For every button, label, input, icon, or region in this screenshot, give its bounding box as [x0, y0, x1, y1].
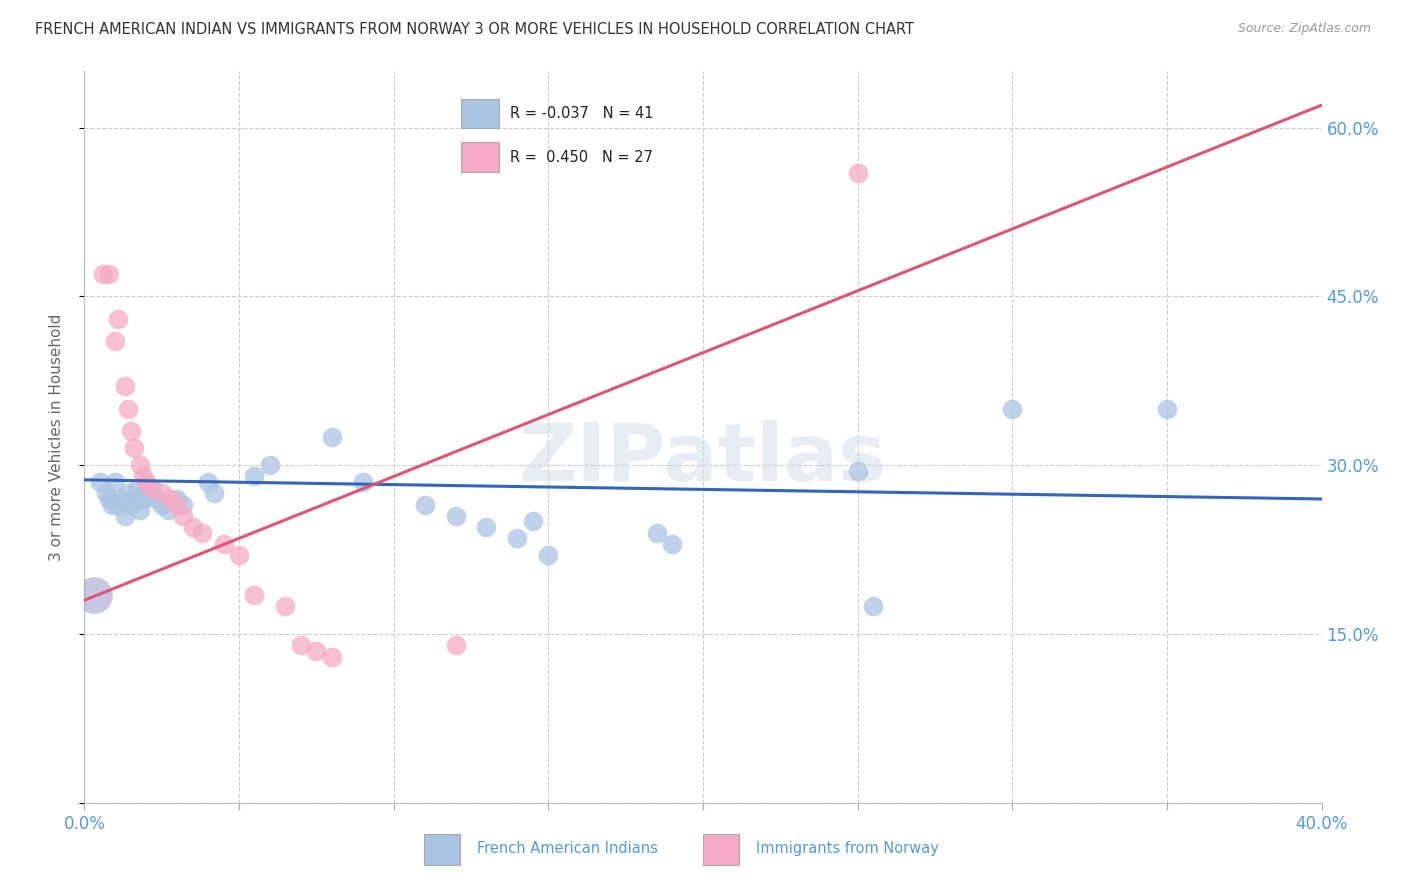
- Point: [135, 475, 157, 489]
- Point: [122, 442, 145, 456]
- Point: [202, 486, 225, 500]
- Point: [129, 503, 152, 517]
- Point: [522, 515, 544, 529]
- Point: [243, 588, 266, 602]
- Point: [259, 458, 281, 473]
- Point: [89, 475, 111, 489]
- Point: [101, 498, 124, 512]
- Point: [150, 486, 173, 500]
- Point: [506, 532, 529, 546]
- Point: [537, 548, 560, 562]
- Point: [321, 649, 343, 664]
- Point: [290, 638, 312, 652]
- Point: [135, 481, 157, 495]
- Point: [107, 312, 129, 326]
- Point: [352, 475, 374, 489]
- Point: [475, 520, 498, 534]
- Point: [94, 486, 117, 500]
- Point: [117, 401, 139, 416]
- Text: Source: ZipAtlas.com: Source: ZipAtlas.com: [1237, 22, 1371, 36]
- Point: [846, 464, 869, 478]
- Point: [120, 425, 142, 439]
- Point: [166, 498, 188, 512]
- Point: [413, 498, 436, 512]
- Point: [114, 508, 136, 523]
- Point: [444, 508, 467, 523]
- Y-axis label: 3 or more Vehicles in Household: 3 or more Vehicles in Household: [49, 313, 63, 561]
- Point: [110, 491, 132, 506]
- Point: [1001, 401, 1024, 416]
- Point: [321, 430, 343, 444]
- Point: [156, 503, 179, 517]
- Point: [444, 638, 467, 652]
- Point: [132, 469, 155, 483]
- Point: [172, 498, 194, 512]
- Point: [150, 498, 173, 512]
- Point: [129, 458, 152, 473]
- Point: [191, 525, 214, 540]
- Point: [104, 334, 127, 349]
- Point: [98, 267, 121, 281]
- Point: [107, 498, 129, 512]
- Point: [98, 491, 121, 506]
- Text: FRENCH AMERICAN INDIAN VS IMMIGRANTS FROM NORWAY 3 OR MORE VEHICLES IN HOUSEHOLD: FRENCH AMERICAN INDIAN VS IMMIGRANTS FRO…: [35, 22, 914, 37]
- Point: [138, 486, 160, 500]
- Point: [145, 491, 167, 506]
- Point: [212, 537, 235, 551]
- Point: [197, 475, 219, 489]
- Point: [125, 481, 148, 495]
- Point: [104, 475, 127, 489]
- Point: [141, 481, 163, 495]
- Point: [645, 525, 668, 540]
- Point: [862, 599, 884, 613]
- Point: [114, 379, 136, 393]
- Point: [1156, 401, 1178, 416]
- Point: [166, 491, 188, 506]
- Point: [172, 508, 194, 523]
- Point: [141, 481, 163, 495]
- Point: [117, 486, 139, 500]
- Point: [274, 599, 297, 613]
- Point: [305, 644, 328, 658]
- Point: [160, 491, 183, 506]
- Point: [181, 520, 204, 534]
- Point: [228, 548, 250, 562]
- Point: [661, 537, 683, 551]
- Point: [846, 166, 869, 180]
- Point: [120, 498, 142, 512]
- Point: [243, 469, 266, 483]
- Text: ZIPatlas: ZIPatlas: [519, 420, 887, 498]
- Point: [132, 491, 155, 506]
- Point: [91, 267, 114, 281]
- Point: [83, 588, 105, 602]
- Point: [122, 491, 145, 506]
